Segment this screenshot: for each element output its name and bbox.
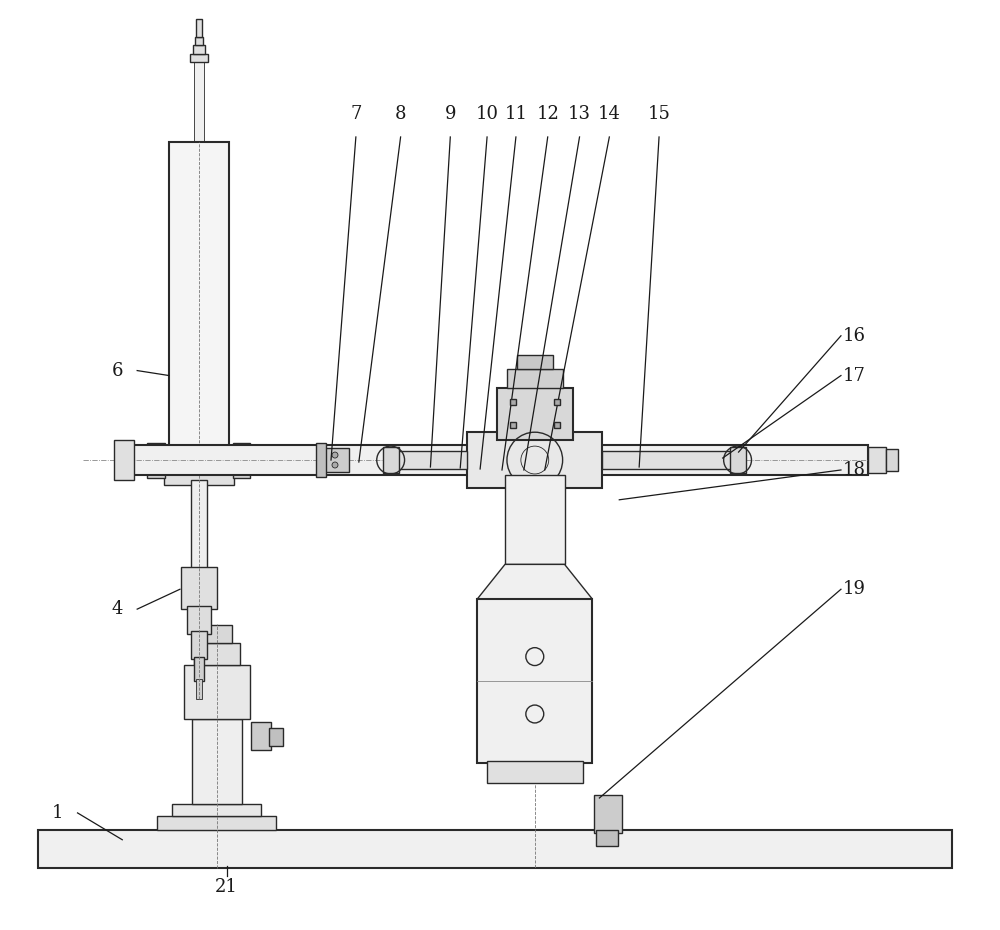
Bar xyxy=(316,443,326,477)
Bar xyxy=(194,657,204,681)
Text: 19: 19 xyxy=(843,580,866,598)
Bar xyxy=(194,62,204,142)
Bar xyxy=(157,816,276,830)
Bar xyxy=(487,762,583,783)
Bar xyxy=(193,45,205,55)
Circle shape xyxy=(332,462,338,468)
Bar xyxy=(132,445,868,475)
Bar xyxy=(114,440,134,480)
Bar xyxy=(196,19,202,36)
Text: 14: 14 xyxy=(598,105,621,123)
Bar xyxy=(383,447,399,473)
Bar xyxy=(196,679,202,698)
Bar xyxy=(194,643,240,665)
Bar xyxy=(190,55,208,62)
Polygon shape xyxy=(477,565,592,599)
Text: 21: 21 xyxy=(215,879,238,897)
Text: 8: 8 xyxy=(395,105,406,123)
Bar xyxy=(169,142,229,460)
Bar xyxy=(517,354,553,368)
Text: 12: 12 xyxy=(536,105,559,123)
Bar xyxy=(233,443,250,478)
Bar xyxy=(396,451,467,469)
Text: 4: 4 xyxy=(112,600,123,618)
Bar xyxy=(191,631,207,658)
Text: 10: 10 xyxy=(476,105,499,123)
Bar xyxy=(594,795,622,832)
Bar xyxy=(269,728,283,746)
Bar xyxy=(497,389,573,440)
Bar xyxy=(477,599,592,764)
Bar xyxy=(886,449,898,471)
Text: 1: 1 xyxy=(52,804,63,822)
Text: 9: 9 xyxy=(445,105,456,123)
Bar xyxy=(181,567,217,609)
Bar xyxy=(251,723,271,751)
Text: 6: 6 xyxy=(112,362,123,379)
Text: 15: 15 xyxy=(648,105,670,123)
Text: 16: 16 xyxy=(843,326,866,345)
Bar xyxy=(596,830,618,845)
Bar xyxy=(164,457,234,485)
Text: 18: 18 xyxy=(843,461,866,479)
Text: 17: 17 xyxy=(843,366,866,384)
Bar xyxy=(467,432,602,488)
Bar xyxy=(172,804,261,816)
Bar xyxy=(202,625,232,643)
Bar xyxy=(192,720,242,804)
Bar xyxy=(187,606,211,634)
Bar xyxy=(184,665,250,720)
Bar xyxy=(730,447,746,473)
Bar xyxy=(38,830,952,868)
Text: 7: 7 xyxy=(350,105,362,123)
Bar xyxy=(602,451,732,469)
Bar xyxy=(507,368,563,389)
Bar xyxy=(195,36,203,45)
Circle shape xyxy=(332,452,338,458)
Bar xyxy=(505,475,565,565)
Bar xyxy=(321,448,349,472)
Bar xyxy=(147,443,165,478)
Text: 13: 13 xyxy=(568,105,591,123)
Bar xyxy=(868,447,886,473)
Bar xyxy=(191,480,207,569)
Text: 11: 11 xyxy=(504,105,527,123)
